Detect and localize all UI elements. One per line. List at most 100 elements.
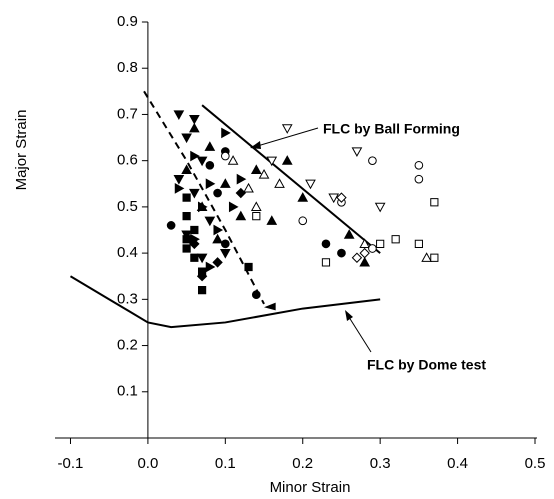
y-tick-label: 0.8 bbox=[117, 59, 138, 76]
x-tick-label: 0.3 bbox=[370, 455, 391, 472]
curve bbox=[143, 90, 265, 305]
marker bbox=[421, 252, 432, 262]
marker bbox=[219, 249, 231, 259]
marker bbox=[189, 114, 200, 125]
marker bbox=[220, 151, 230, 161]
x-tick-label: 0.5 bbox=[525, 455, 546, 472]
annotation: FLC by Ball Forming bbox=[323, 121, 460, 137]
marker bbox=[196, 156, 208, 167]
marker bbox=[250, 201, 262, 211]
marker bbox=[221, 127, 231, 139]
marker bbox=[374, 202, 386, 213]
marker bbox=[213, 188, 222, 198]
marker bbox=[228, 201, 239, 213]
marker bbox=[182, 212, 191, 221]
marker bbox=[190, 253, 199, 262]
marker bbox=[235, 187, 247, 199]
marker bbox=[182, 235, 191, 244]
arrowhead bbox=[264, 302, 276, 311]
marker bbox=[197, 201, 208, 213]
marker bbox=[213, 224, 224, 236]
marker bbox=[376, 239, 385, 248]
marker bbox=[391, 235, 400, 244]
marker bbox=[274, 178, 285, 188]
marker bbox=[205, 160, 215, 170]
marker bbox=[430, 198, 439, 207]
marker bbox=[181, 133, 192, 144]
marker bbox=[219, 178, 231, 188]
x-tick-label: 0.4 bbox=[447, 455, 468, 472]
marker bbox=[197, 285, 207, 295]
marker bbox=[298, 216, 308, 226]
marker bbox=[189, 238, 200, 250]
annotation-arrow bbox=[253, 127, 319, 148]
marker bbox=[174, 183, 185, 194]
y-tick-label: 0.3 bbox=[117, 290, 138, 307]
x-tick-label: 0.1 bbox=[215, 455, 236, 472]
curve bbox=[201, 104, 381, 254]
marker bbox=[182, 193, 191, 202]
y-tick-label: 0.2 bbox=[117, 337, 138, 354]
arrowhead bbox=[345, 310, 353, 321]
marker bbox=[182, 244, 191, 253]
arrowhead bbox=[250, 141, 261, 149]
marker bbox=[250, 164, 262, 175]
marker bbox=[196, 271, 208, 282]
marker bbox=[196, 253, 208, 264]
annotation-arrow bbox=[346, 313, 372, 353]
marker bbox=[321, 258, 331, 267]
marker bbox=[281, 124, 293, 134]
marker bbox=[235, 210, 247, 221]
marker bbox=[181, 164, 192, 175]
marker bbox=[204, 216, 216, 227]
marker bbox=[220, 239, 230, 249]
marker bbox=[359, 238, 371, 248]
marker bbox=[244, 262, 253, 272]
marker bbox=[305, 179, 316, 190]
y-tick-label: 0.4 bbox=[117, 244, 138, 261]
marker bbox=[337, 248, 346, 258]
x-tick-label: 0.2 bbox=[292, 455, 313, 472]
y-tick-label: 0.7 bbox=[117, 105, 138, 122]
marker bbox=[328, 193, 340, 204]
annotation: FLC by Dome test bbox=[367, 357, 486, 373]
marker bbox=[252, 212, 261, 221]
y-tick-label: 0.6 bbox=[117, 152, 138, 169]
marker bbox=[212, 233, 223, 244]
curve bbox=[69, 275, 381, 329]
y-tick-label: 0.5 bbox=[117, 198, 138, 215]
y-tick-label: 0.1 bbox=[117, 383, 138, 400]
marker bbox=[359, 247, 370, 259]
marker bbox=[212, 257, 223, 268]
marker bbox=[205, 261, 216, 273]
marker bbox=[368, 156, 377, 165]
marker bbox=[266, 156, 278, 167]
marker bbox=[368, 244, 377, 253]
marker bbox=[258, 169, 270, 179]
marker bbox=[190, 225, 199, 235]
x-tick-label: -0.1 bbox=[58, 455, 84, 472]
marker bbox=[321, 239, 331, 249]
marker bbox=[173, 175, 185, 185]
y-tick-label: 0.9 bbox=[117, 13, 138, 30]
marker bbox=[430, 253, 439, 262]
marker bbox=[243, 182, 254, 193]
x-tick-label: 0.0 bbox=[137, 455, 158, 472]
marker bbox=[414, 160, 424, 170]
marker bbox=[204, 141, 216, 151]
marker bbox=[343, 229, 355, 239]
marker bbox=[173, 110, 185, 120]
marker bbox=[297, 192, 309, 202]
marker bbox=[414, 174, 424, 184]
marker bbox=[336, 192, 347, 203]
marker bbox=[359, 256, 371, 267]
marker bbox=[190, 150, 200, 162]
marker bbox=[181, 230, 192, 241]
y-axis-label: Major Strain bbox=[13, 110, 30, 191]
x-axis-label: Minor Strain bbox=[270, 479, 351, 496]
marker bbox=[166, 221, 176, 230]
marker bbox=[205, 178, 216, 190]
marker bbox=[251, 290, 261, 300]
marker bbox=[227, 155, 239, 165]
